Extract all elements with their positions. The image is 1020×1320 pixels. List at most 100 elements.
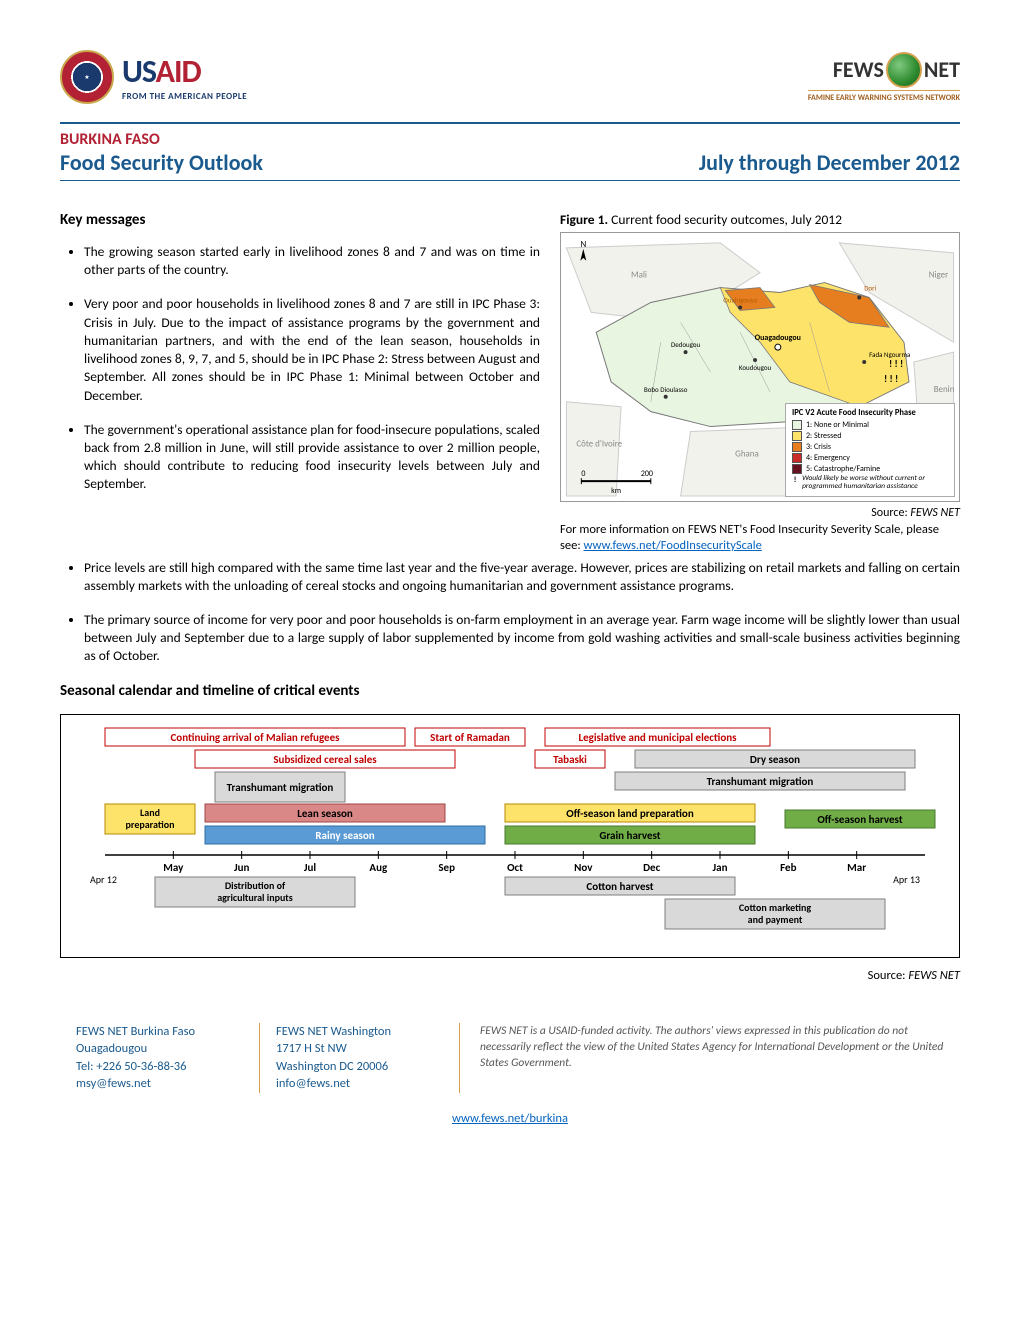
- bullet-item: The growing season started early in live…: [84, 243, 540, 279]
- footer-disclaimer: FEWS NET is a USAID-funded activity. The…: [460, 1023, 960, 1093]
- map-legend: IPC V2 Acute Food Insecurity Phase 1: No…: [785, 403, 955, 498]
- figure-info: For more information on FEWS NET's Food …: [560, 522, 960, 555]
- svg-text:Jan: Jan: [713, 861, 728, 874]
- svg-text:Jun: Jun: [234, 861, 250, 874]
- svg-text:N: N: [580, 239, 586, 250]
- figure-label: Figure 1.: [560, 211, 608, 228]
- bullet-item: Very poor and poor households in livelih…: [84, 295, 540, 404]
- bullet-item: The primary source of income for very po…: [84, 611, 960, 666]
- footer-link[interactable]: www.fews.net/burkina: [452, 1111, 568, 1126]
- period: July through December 2012: [699, 149, 960, 176]
- svg-text:Cotton harvest: Cotton harvest: [586, 880, 653, 893]
- seasonal-heading: Seasonal calendar and timeline of critic…: [60, 682, 960, 700]
- bullet-item: The government's operational assistance …: [84, 421, 540, 494]
- divider: [60, 122, 960, 124]
- usaid-logo: ★ USAID FROM THE AMERICAN PEOPLE: [60, 50, 247, 104]
- svg-text:Bobo Dioulasso: Bobo Dioulasso: [644, 385, 688, 394]
- footer-line: Washington DC 20006: [276, 1058, 443, 1076]
- footer-col-bf: FEWS NET Burkina Faso Ouagadougou Tel: +…: [60, 1023, 260, 1093]
- document-title: Food Security Outlook: [60, 149, 263, 176]
- svg-text:Legislative and municipal elec: Legislative and municipal elections: [578, 731, 737, 744]
- svg-text:200: 200: [641, 469, 653, 479]
- footer-line: info@fews.net: [276, 1075, 443, 1093]
- svg-text:km: km: [611, 486, 621, 496]
- svg-text:Transhumant migration: Transhumant migration: [707, 775, 814, 788]
- footer-col-dc: FEWS NET Washington 1717 H St NW Washing…: [260, 1023, 460, 1093]
- footer-line: msy@fews.net: [76, 1075, 243, 1093]
- svg-text:! ! !: ! ! !: [889, 358, 903, 370]
- svg-text:Aug: Aug: [369, 861, 388, 874]
- footer-line: 1717 H St NW: [276, 1040, 443, 1058]
- map-figure: N Ouagadougou Ouahigouya Dori Dedougou K…: [560, 232, 960, 502]
- svg-text:and payment: and payment: [748, 913, 803, 926]
- svg-text:agricultural inputs: agricultural inputs: [217, 891, 293, 904]
- divider: [60, 180, 960, 181]
- svg-text:Koudougou: Koudougou: [739, 363, 772, 372]
- svg-text:Dry season: Dry season: [750, 753, 800, 766]
- svg-text:Sep: Sep: [438, 861, 455, 874]
- svg-text:Rainy season: Rainy season: [315, 829, 374, 842]
- svg-text:Ghana: Ghana: [735, 448, 759, 459]
- key-messages-list: The growing season started early in live…: [60, 243, 540, 494]
- svg-text:Feb: Feb: [780, 861, 796, 874]
- usaid-seal-icon: ★: [60, 50, 114, 104]
- bullet-item: Price levels are still high compared wit…: [84, 559, 960, 595]
- figure-caption-text: Current food security outcomes, July 201…: [611, 211, 842, 228]
- svg-text:Off-season harvest: Off-season harvest: [817, 813, 902, 826]
- svg-text:Benin: Benin: [934, 384, 955, 395]
- svg-text:Subsidized cereal sales: Subsidized cereal sales: [273, 753, 377, 766]
- legend-note: Would likely be worse without current or…: [802, 475, 948, 492]
- fewsnet-logo: FEWS NET FAMINE EARLY WARNING SYSTEMS NE…: [808, 52, 960, 103]
- svg-text:Lean season: Lean season: [297, 807, 353, 820]
- fews-text-b: NET: [924, 56, 960, 83]
- svg-text:Oct: Oct: [507, 861, 523, 874]
- legend-title: IPC V2 Acute Food Insecurity Phase: [792, 408, 948, 418]
- svg-text:Mali: Mali: [631, 270, 647, 281]
- scale-link[interactable]: www.fews.net/FoodInsecurityScale: [584, 538, 762, 553]
- svg-text:Nov: Nov: [574, 861, 593, 874]
- footer-line: FEWS NET Washington: [276, 1023, 443, 1041]
- svg-text:Niger: Niger: [929, 270, 948, 281]
- fews-text-a: FEWS: [833, 56, 884, 83]
- svg-text:Continuing arrival of Malian r: Continuing arrival of Malian refugees: [170, 731, 340, 744]
- calendar-source: Source: FEWS NET: [60, 968, 960, 983]
- key-messages-list-cont: Price levels are still high compared wit…: [60, 559, 960, 666]
- svg-text:Apr 12: Apr 12: [90, 873, 117, 886]
- country-name: BURKINA FASO: [60, 130, 263, 149]
- footer-line: FEWS NET Burkina Faso: [76, 1023, 243, 1041]
- svg-text:Mar: Mar: [847, 861, 866, 874]
- svg-text:! ! !: ! ! !: [884, 373, 898, 385]
- footer-link-row: www.fews.net/burkina: [60, 1111, 960, 1126]
- svg-text:Grain harvest: Grain harvest: [599, 829, 660, 842]
- usaid-subtitle: FROM THE AMERICAN PEOPLE: [122, 91, 247, 102]
- fews-subtitle: FAMINE EARLY WARNING SYSTEMS NETWORK: [808, 90, 960, 103]
- svg-text:0: 0: [581, 469, 585, 479]
- seasonal-calendar: Continuing arrival of Malian refugees Sta…: [60, 714, 960, 958]
- svg-text:Jul: Jul: [304, 861, 317, 874]
- svg-text:Off-season land preparation: Off-season land preparation: [566, 807, 694, 820]
- figure-caption: Figure 1. Current food security outcomes…: [560, 211, 960, 228]
- logo-row: ★ USAID FROM THE AMERICAN PEOPLE FEWS NE…: [60, 50, 960, 104]
- figure-source: Source: FEWS NET: [560, 506, 960, 520]
- footer-line: Tel: +226 50-36-88-36: [76, 1058, 243, 1076]
- svg-text:Ouagadougou: Ouagadougou: [755, 333, 801, 343]
- svg-text:Ouahigouya: Ouahigouya: [723, 295, 757, 304]
- usaid-us: US: [122, 52, 156, 91]
- usaid-aid: AID: [156, 52, 201, 91]
- svg-text:Dec: Dec: [643, 861, 660, 874]
- footer: FEWS NET Burkina Faso Ouagadougou Tel: +…: [60, 1023, 960, 1093]
- svg-text:Dedougou: Dedougou: [671, 340, 701, 349]
- calendar-svg: Continuing arrival of Malian refugees Sta…: [75, 723, 945, 943]
- globe-icon: [886, 52, 922, 88]
- svg-text:Tabaski: Tabaski: [553, 753, 587, 766]
- key-messages-heading: Key messages: [60, 211, 540, 229]
- svg-text:preparation: preparation: [126, 818, 175, 831]
- svg-text:Dori: Dori: [864, 284, 876, 293]
- legend-note-symbol: !: [792, 475, 798, 485]
- svg-text:Côte d'Ivoire: Côte d'Ivoire: [576, 438, 622, 449]
- svg-text:Start of Ramadan: Start of Ramadan: [430, 731, 510, 744]
- svg-text:May: May: [163, 861, 184, 874]
- svg-text:Apr 13: Apr 13: [893, 873, 920, 886]
- svg-text:Transhumant migration: Transhumant migration: [227, 781, 334, 794]
- document-header: BURKINA FASO Food Security Outlook July …: [60, 130, 960, 176]
